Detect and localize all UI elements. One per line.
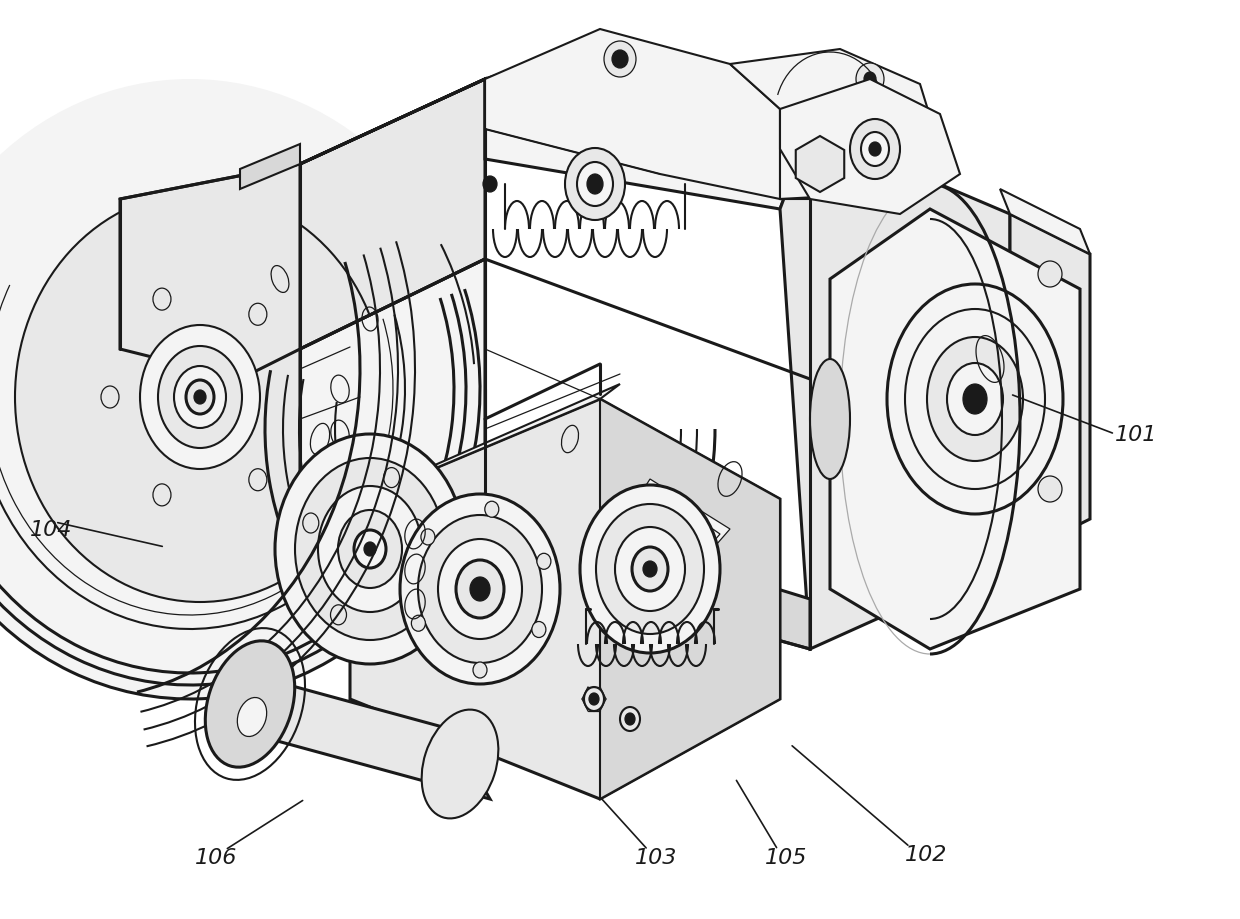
Ellipse shape bbox=[810, 359, 849, 480]
Ellipse shape bbox=[849, 119, 900, 180]
Polygon shape bbox=[350, 400, 780, 800]
Ellipse shape bbox=[420, 529, 435, 545]
Ellipse shape bbox=[532, 622, 546, 638]
Ellipse shape bbox=[456, 561, 503, 618]
Ellipse shape bbox=[249, 470, 267, 491]
Ellipse shape bbox=[295, 459, 445, 641]
Ellipse shape bbox=[589, 693, 599, 705]
Polygon shape bbox=[300, 80, 485, 589]
Ellipse shape bbox=[401, 494, 560, 685]
Ellipse shape bbox=[625, 713, 635, 725]
Ellipse shape bbox=[331, 605, 346, 625]
Ellipse shape bbox=[887, 285, 1063, 515]
Ellipse shape bbox=[604, 42, 636, 78]
Polygon shape bbox=[300, 499, 810, 650]
Ellipse shape bbox=[644, 562, 657, 577]
Polygon shape bbox=[830, 210, 1080, 650]
Text: 101: 101 bbox=[1115, 425, 1157, 445]
Ellipse shape bbox=[632, 548, 668, 591]
Ellipse shape bbox=[537, 553, 551, 570]
Ellipse shape bbox=[470, 577, 490, 601]
Polygon shape bbox=[120, 165, 300, 380]
Ellipse shape bbox=[275, 435, 465, 664]
Ellipse shape bbox=[383, 468, 399, 488]
Ellipse shape bbox=[365, 542, 376, 556]
Polygon shape bbox=[350, 384, 620, 505]
Ellipse shape bbox=[249, 304, 267, 326]
Ellipse shape bbox=[580, 485, 720, 653]
Polygon shape bbox=[730, 50, 940, 199]
Ellipse shape bbox=[174, 367, 226, 428]
Ellipse shape bbox=[484, 176, 497, 193]
Ellipse shape bbox=[410, 588, 427, 608]
Ellipse shape bbox=[596, 505, 704, 634]
Ellipse shape bbox=[963, 384, 987, 414]
Ellipse shape bbox=[584, 687, 604, 711]
Ellipse shape bbox=[856, 64, 884, 96]
Polygon shape bbox=[796, 137, 844, 193]
Ellipse shape bbox=[100, 387, 119, 409]
Ellipse shape bbox=[613, 51, 627, 69]
Polygon shape bbox=[999, 190, 1090, 255]
Polygon shape bbox=[229, 669, 490, 800]
Ellipse shape bbox=[905, 310, 1045, 490]
Ellipse shape bbox=[412, 616, 425, 631]
Polygon shape bbox=[300, 260, 485, 589]
Ellipse shape bbox=[153, 289, 171, 311]
Polygon shape bbox=[600, 400, 780, 800]
Ellipse shape bbox=[928, 337, 1023, 461]
Text: 102: 102 bbox=[905, 844, 947, 864]
Ellipse shape bbox=[615, 528, 684, 611]
Ellipse shape bbox=[485, 502, 498, 517]
Ellipse shape bbox=[472, 663, 487, 678]
Polygon shape bbox=[780, 130, 1011, 650]
Text: 104: 104 bbox=[30, 519, 72, 539]
Ellipse shape bbox=[587, 175, 603, 195]
Polygon shape bbox=[600, 480, 730, 609]
Ellipse shape bbox=[317, 486, 422, 612]
Ellipse shape bbox=[1038, 476, 1061, 503]
Text: 106: 106 bbox=[195, 847, 237, 867]
Ellipse shape bbox=[577, 163, 613, 207]
Ellipse shape bbox=[193, 391, 206, 404]
Ellipse shape bbox=[418, 516, 542, 664]
Ellipse shape bbox=[869, 142, 880, 157]
Ellipse shape bbox=[237, 698, 267, 737]
Ellipse shape bbox=[422, 709, 498, 819]
Polygon shape bbox=[1011, 215, 1090, 560]
Ellipse shape bbox=[140, 325, 260, 470]
Ellipse shape bbox=[438, 539, 522, 640]
Ellipse shape bbox=[206, 641, 295, 767]
Text: 105: 105 bbox=[765, 847, 807, 867]
Ellipse shape bbox=[1038, 262, 1061, 288]
Ellipse shape bbox=[0, 80, 480, 699]
Polygon shape bbox=[241, 145, 300, 190]
Ellipse shape bbox=[620, 708, 640, 732]
Ellipse shape bbox=[153, 484, 171, 506]
Ellipse shape bbox=[353, 530, 386, 568]
Polygon shape bbox=[485, 62, 830, 130]
Ellipse shape bbox=[861, 133, 889, 167]
Ellipse shape bbox=[565, 149, 625, 221]
Ellipse shape bbox=[864, 73, 875, 87]
Ellipse shape bbox=[157, 346, 242, 448]
Ellipse shape bbox=[947, 364, 1003, 436]
Polygon shape bbox=[780, 80, 960, 215]
Polygon shape bbox=[300, 80, 810, 210]
Ellipse shape bbox=[339, 510, 402, 588]
Text: 103: 103 bbox=[635, 847, 677, 867]
Ellipse shape bbox=[186, 380, 215, 414]
Ellipse shape bbox=[15, 193, 384, 602]
Ellipse shape bbox=[303, 514, 319, 533]
Polygon shape bbox=[485, 30, 780, 199]
